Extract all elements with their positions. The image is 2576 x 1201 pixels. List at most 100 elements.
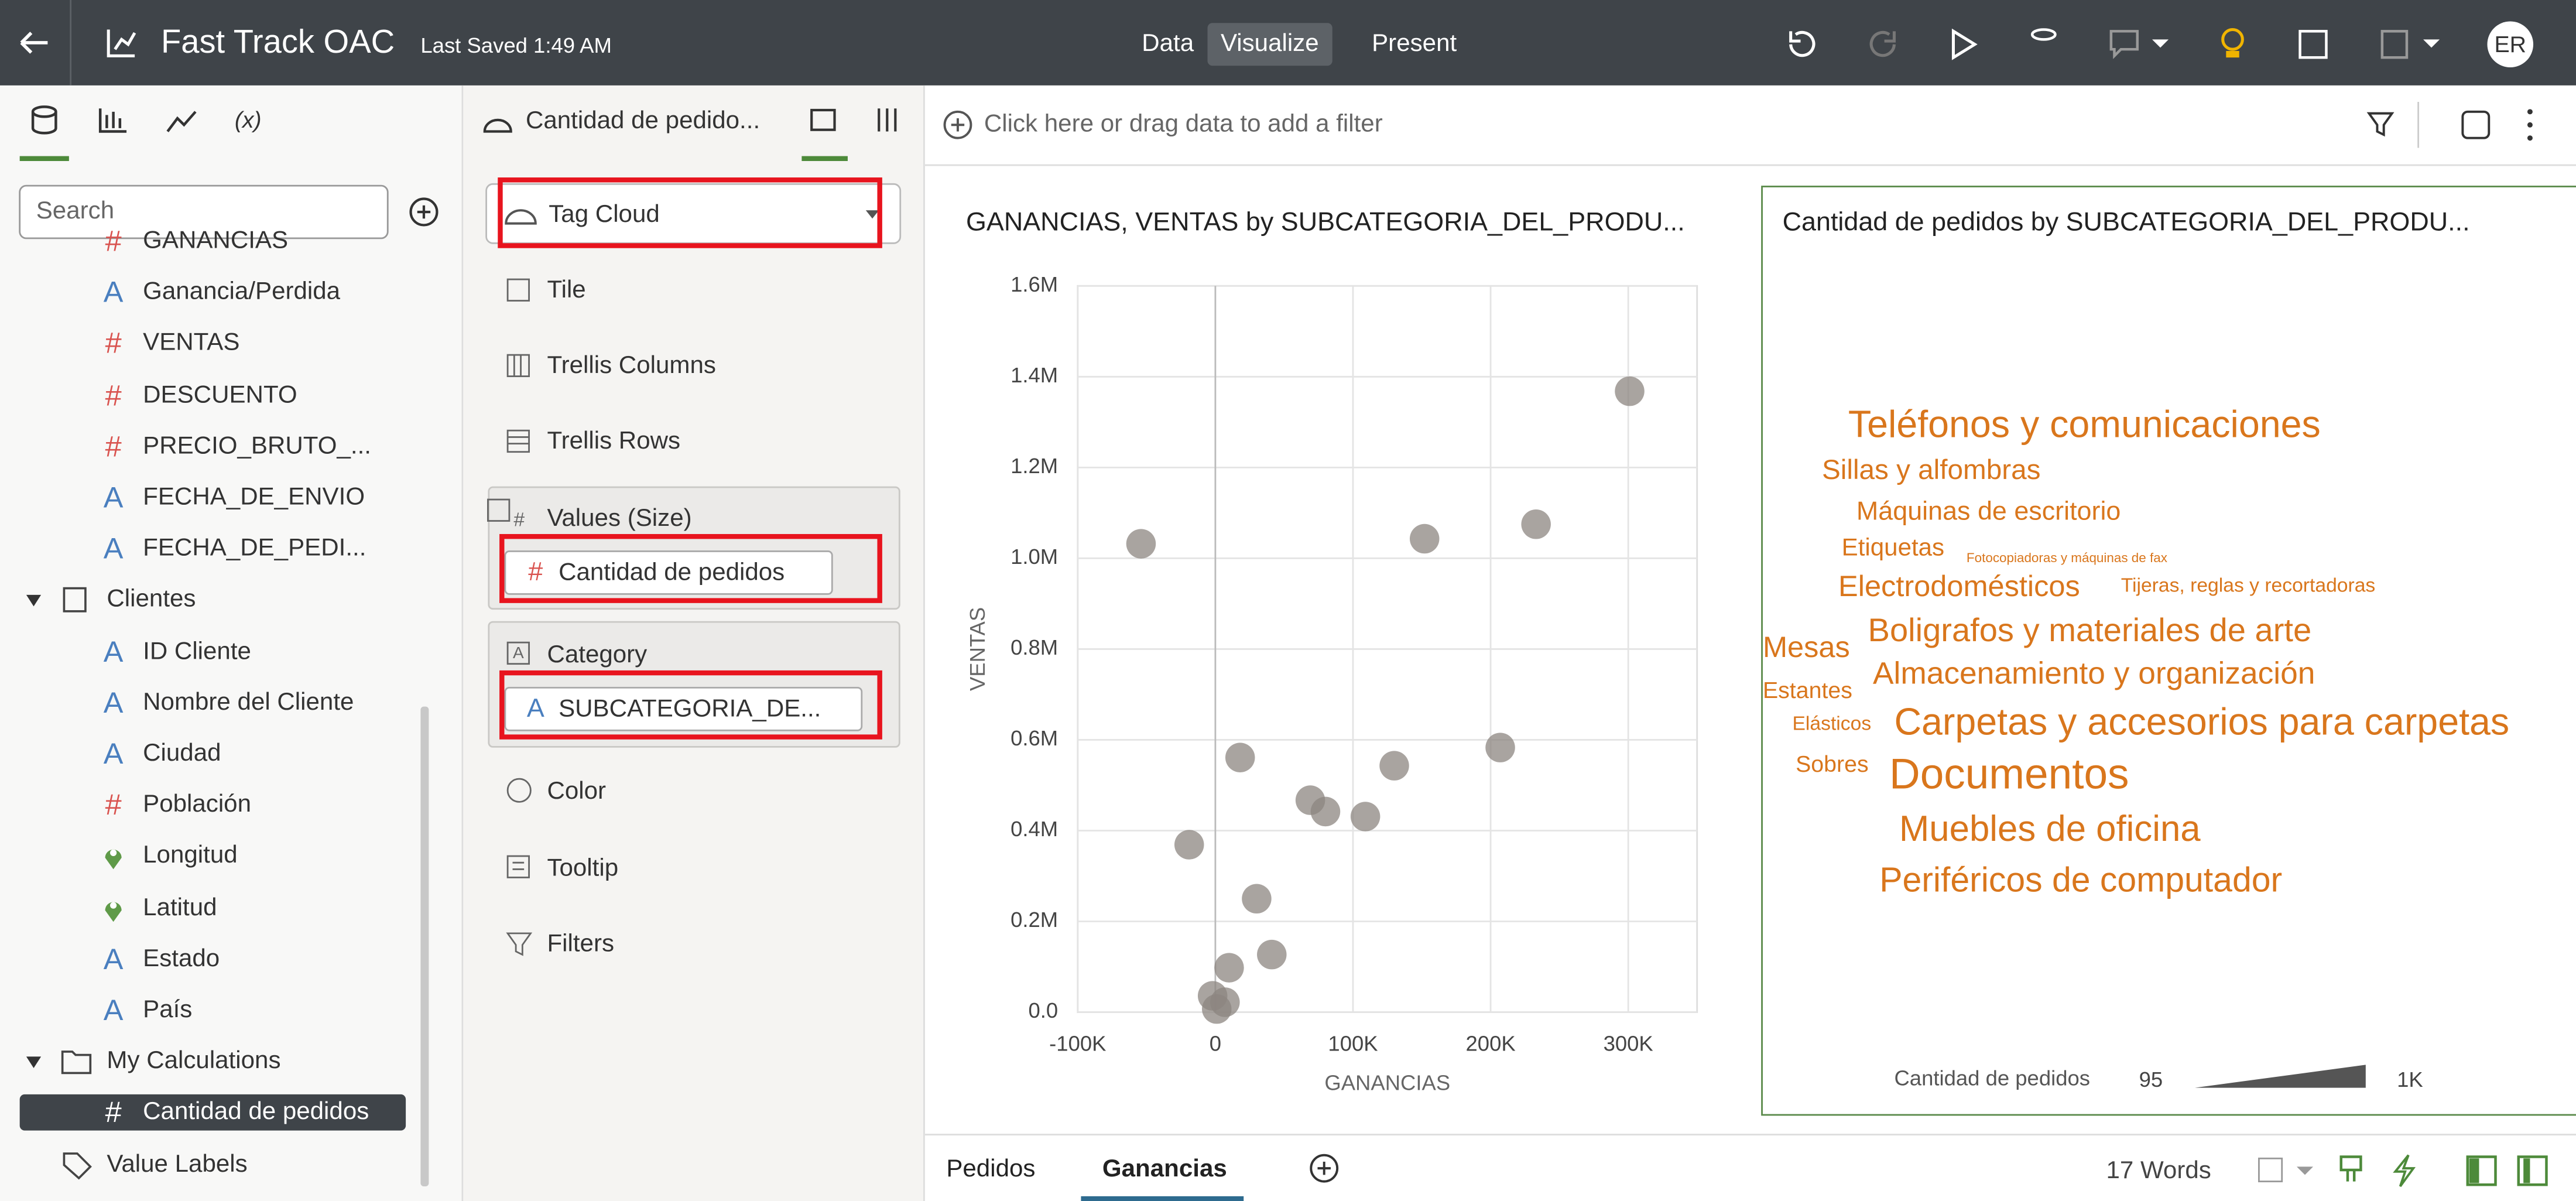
preview-button[interactable] bbox=[2298, 30, 2328, 59]
expand-toggle[interactable] bbox=[26, 1056, 42, 1069]
type-glyph: # bbox=[105, 327, 122, 360]
type-glyph: # bbox=[105, 378, 122, 411]
data-tab[interactable] bbox=[31, 105, 57, 118]
expand-toggle[interactable] bbox=[26, 595, 42, 607]
undo-button[interactable] bbox=[1789, 30, 1815, 57]
scatter-point bbox=[1242, 884, 1272, 914]
category-pill[interactable]: SUBCATEGORIA_DE... bbox=[504, 686, 863, 731]
scatter-point bbox=[1615, 376, 1645, 406]
tag-word: Sobres bbox=[1796, 751, 1869, 777]
tree-item[interactable]: A FECHA_DE_PEDI... bbox=[0, 529, 420, 569]
filter-bar[interactable]: Click here or drag data to add a filter bbox=[924, 85, 2576, 166]
item-icon: # bbox=[105, 327, 122, 360]
mode-tab[interactable]: Visualize bbox=[1207, 23, 1332, 66]
data-panel: (x) Search # GANANCIAS A Ganancia/Perdida # V… bbox=[0, 85, 464, 1201]
tag-word: Periféricos de computador bbox=[1879, 861, 2282, 899]
scrollbar[interactable] bbox=[420, 706, 429, 1187]
item-icon: A bbox=[104, 480, 124, 514]
color-drop[interactable]: Color bbox=[547, 777, 607, 805]
tree-item[interactable]: A País bbox=[0, 991, 420, 1030]
type-glyph: # bbox=[105, 429, 122, 463]
type-glyph: A bbox=[104, 634, 124, 668]
y-tick-label: 0.8M bbox=[1010, 635, 1058, 659]
tree-item[interactable]: Clientes bbox=[0, 581, 420, 620]
back-button[interactable] bbox=[20, 32, 48, 54]
scatter-point bbox=[1409, 523, 1440, 554]
tag-word: Electrodomésticos bbox=[1838, 569, 2080, 603]
item-label: FECHA_DE_ENVIO bbox=[143, 483, 365, 511]
tree-item[interactable]: A Nombre del Cliente bbox=[0, 683, 420, 723]
item-label: Población bbox=[143, 791, 252, 819]
active-tab-underline bbox=[1081, 1196, 1244, 1201]
tree-item[interactable]: A ID Cliente bbox=[0, 632, 420, 671]
redo-button[interactable] bbox=[1869, 30, 1896, 57]
y-tick-label: 0.6M bbox=[1010, 726, 1058, 750]
add-data-button[interactable] bbox=[409, 197, 439, 227]
tag-word: Fotocopiadoras y máquinas de fax bbox=[1967, 550, 2167, 565]
tree-item[interactable]: # PRECIO_BRUTO_... bbox=[0, 427, 420, 466]
viz-type[interactable]: Tag Cloud bbox=[549, 200, 660, 229]
grammar-title: Cantidad de pedido... bbox=[525, 107, 761, 135]
viz-tab[interactable] bbox=[98, 108, 127, 133]
tag-word: Boligrafos y materiales de arte bbox=[1868, 611, 2312, 648]
tile-drop[interactable]: Tile bbox=[547, 276, 586, 304]
tree-item[interactable]: # Población bbox=[0, 786, 420, 825]
item-label: PRECIO_BRUTO_... bbox=[143, 432, 372, 460]
item-label: País bbox=[143, 995, 193, 1024]
scatter-point bbox=[1214, 953, 1244, 983]
mode-tab[interactable]: Data bbox=[1142, 29, 1194, 58]
type-glyph: A bbox=[104, 942, 124, 975]
avatar[interactable] bbox=[2487, 21, 2534, 68]
tree-item[interactable]: A FECHA_DE_ENVIO bbox=[0, 478, 420, 518]
tree-item[interactable]: Longitud bbox=[0, 837, 420, 876]
tree-item[interactable]: My Calculations bbox=[0, 1042, 420, 1082]
tree-item[interactable]: # VENTAS bbox=[0, 324, 420, 364]
viz-type-selector[interactable] bbox=[485, 183, 902, 244]
scatter-point bbox=[1225, 743, 1255, 772]
scatter-point bbox=[1174, 830, 1204, 860]
analytics-tab[interactable] bbox=[166, 111, 197, 132]
item-label: Value Labels bbox=[107, 1149, 248, 1178]
grammar-panel: Cantidad de pedido... Tag Cloud Tile Tre… bbox=[463, 85, 925, 1201]
canvas-tab[interactable]: Ganancias bbox=[1102, 1155, 1227, 1183]
highlight-box bbox=[499, 533, 882, 603]
item-icon: A bbox=[104, 532, 124, 565]
filters-drop[interactable]: Filters bbox=[547, 930, 615, 958]
save-button[interactable] bbox=[2380, 30, 2409, 59]
tree-item[interactable]: # GANANCIAS bbox=[0, 230, 420, 261]
item-icon: # bbox=[105, 378, 122, 411]
tree-item[interactable]: # DESCUENTO bbox=[0, 375, 420, 415]
scatter-point bbox=[1350, 802, 1381, 832]
item-icon bbox=[26, 587, 87, 613]
tree-item[interactable]: # Cantidad de pedidos bbox=[0, 1093, 420, 1132]
tree-item[interactable]: Latitud bbox=[0, 888, 420, 928]
canvas-tab[interactable]: Pedidos bbox=[946, 1155, 1036, 1183]
grammar-tab[interactable] bbox=[810, 108, 836, 131]
tree-item[interactable]: A Ganancia/Perdida bbox=[0, 273, 420, 312]
tree-item[interactable]: Value Labels bbox=[0, 1145, 420, 1184]
search-box[interactable] bbox=[19, 184, 389, 239]
insights-button[interactable] bbox=[2221, 28, 2244, 51]
item-icon: A bbox=[104, 993, 124, 1027]
values-pill[interactable]: Cantidad de pedidos bbox=[504, 550, 833, 595]
tooltip-drop[interactable]: Tooltip bbox=[547, 854, 619, 882]
properties-tab[interactable] bbox=[878, 108, 897, 132]
item-icon: A bbox=[104, 634, 124, 668]
x-tick-label: 0 bbox=[1210, 1031, 1221, 1055]
trellis-columns-drop[interactable]: Trellis Columns bbox=[547, 351, 716, 380]
mode-tab[interactable]: Present bbox=[1372, 29, 1457, 58]
scatter-point bbox=[1521, 509, 1551, 539]
calc-tab-icon[interactable]: (x) bbox=[235, 107, 262, 133]
scatter-point bbox=[1485, 733, 1515, 762]
y-axis-title: VENTAS bbox=[965, 607, 989, 691]
data-refresh-button[interactable] bbox=[2030, 28, 2057, 41]
trellis-rows-drop[interactable]: Trellis Rows bbox=[547, 427, 681, 456]
run-button[interactable] bbox=[1951, 28, 1978, 60]
item-icon: # bbox=[105, 1096, 122, 1129]
tree-item[interactable]: A Ciudad bbox=[0, 734, 420, 774]
item-icon: A bbox=[104, 275, 124, 309]
item-label: DESCUENTO bbox=[143, 380, 297, 409]
comment-button[interactable] bbox=[2109, 30, 2139, 59]
tree-item[interactable]: A Estado bbox=[0, 940, 420, 979]
item-label: Longitud bbox=[143, 841, 238, 870]
